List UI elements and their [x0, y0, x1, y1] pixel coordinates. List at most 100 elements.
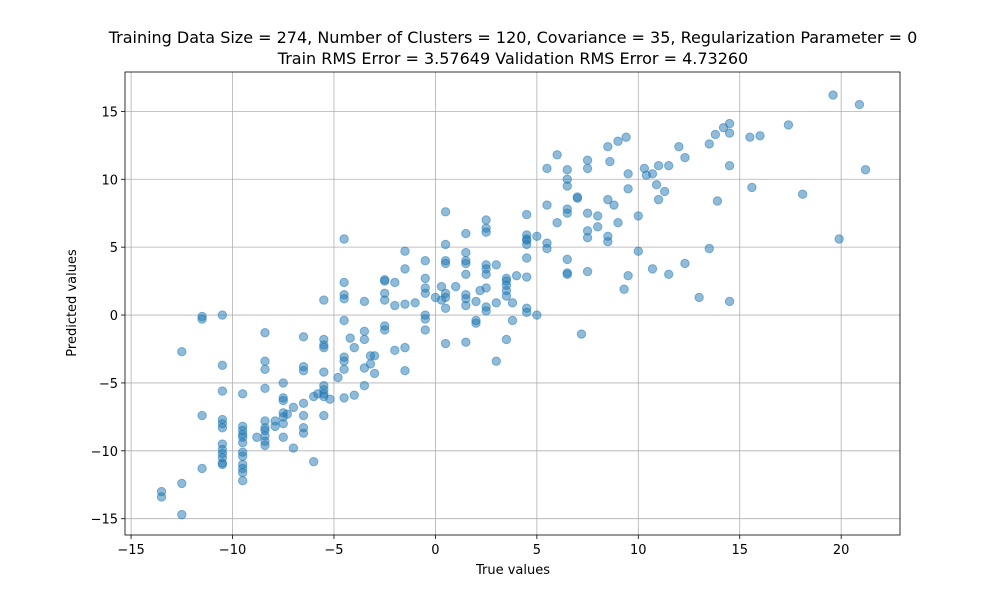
x-tick-label: −5 [324, 543, 343, 558]
data-point [410, 298, 420, 308]
y-tick-label: −5 [99, 377, 118, 392]
data-point [603, 237, 613, 247]
y-tick-label: 15 [101, 105, 118, 120]
data-point [252, 432, 262, 442]
data-point [619, 284, 629, 294]
data-point [647, 264, 658, 274]
data-point [359, 296, 370, 307]
data-point [339, 277, 349, 288]
data-point [461, 247, 471, 258]
x-tick-label: 20 [833, 543, 850, 558]
data-point [471, 318, 481, 328]
x-tick-label: 5 [533, 543, 541, 558]
data-point [345, 333, 355, 343]
y-tick-label: −10 [91, 445, 118, 460]
data-point [390, 300, 400, 311]
data-point [704, 139, 714, 149]
data-point [217, 310, 228, 320]
data-point [237, 437, 248, 448]
data-point [562, 181, 572, 191]
data-point [400, 264, 410, 274]
data-point [755, 131, 765, 141]
data-point [704, 243, 714, 254]
data-point [440, 338, 451, 349]
data-point [298, 410, 309, 421]
data-point [349, 390, 359, 400]
data-point [724, 118, 735, 129]
data-point [680, 152, 690, 163]
data-point [298, 332, 309, 342]
data-point [491, 260, 501, 270]
data-point [390, 277, 400, 288]
data-point [420, 256, 430, 266]
data-point [552, 150, 562, 160]
y-tick-label: 10 [101, 173, 118, 188]
data-point [582, 266, 593, 277]
data-point [603, 194, 613, 205]
plot-frame [124, 71, 901, 536]
data-point [400, 246, 410, 256]
data-point [593, 222, 603, 232]
data-point [712, 196, 723, 206]
data-point [623, 169, 633, 179]
data-point [582, 208, 593, 218]
data-point [828, 90, 838, 100]
data-point [501, 334, 512, 345]
data-point [562, 254, 572, 265]
data-point [217, 423, 228, 433]
data-point [260, 356, 270, 366]
data-point [481, 269, 491, 280]
data-point [653, 160, 664, 171]
data-point [501, 291, 512, 301]
data-point [593, 211, 603, 221]
data-point [319, 410, 329, 421]
data-point [282, 409, 292, 419]
data-point [461, 269, 471, 280]
data-point [237, 467, 248, 478]
data-point [633, 211, 643, 221]
data-point [278, 418, 288, 429]
data-point [633, 246, 643, 256]
data-point [260, 327, 270, 338]
data-point [260, 383, 270, 394]
data-point [379, 295, 390, 305]
data-point [653, 194, 664, 205]
y-tick-label: −15 [91, 513, 118, 528]
data-point [623, 184, 633, 194]
data-point [532, 231, 542, 241]
data-point [664, 269, 674, 280]
data-point [552, 218, 562, 228]
data-point [860, 165, 871, 175]
data-point [400, 299, 410, 309]
data-point [481, 283, 491, 293]
data-point [522, 272, 532, 282]
data-point [797, 189, 808, 199]
data-point [572, 193, 583, 203]
data-point [420, 314, 430, 324]
data-point [339, 364, 349, 375]
chart-title: Training Data Size = 274, Number of Clus… [108, 28, 918, 47]
data-point [319, 342, 329, 353]
data-point [613, 136, 623, 146]
data-point [582, 232, 593, 243]
y-axis-label: Predicted values [65, 249, 80, 357]
data-point [522, 253, 532, 263]
data-point [319, 367, 329, 377]
data-point [582, 155, 593, 165]
data-point [217, 459, 228, 470]
data-point [724, 296, 735, 307]
data-point [197, 314, 207, 324]
data-point [369, 351, 380, 361]
data-point [461, 337, 471, 347]
grid [125, 72, 900, 535]
data-point [339, 315, 349, 326]
data-point [834, 234, 844, 244]
data-point [359, 380, 370, 391]
data-point [177, 509, 187, 520]
data-point [532, 310, 542, 320]
data-point [400, 366, 410, 376]
data-point [333, 372, 343, 383]
data-point [651, 180, 662, 190]
data-point [319, 295, 329, 305]
